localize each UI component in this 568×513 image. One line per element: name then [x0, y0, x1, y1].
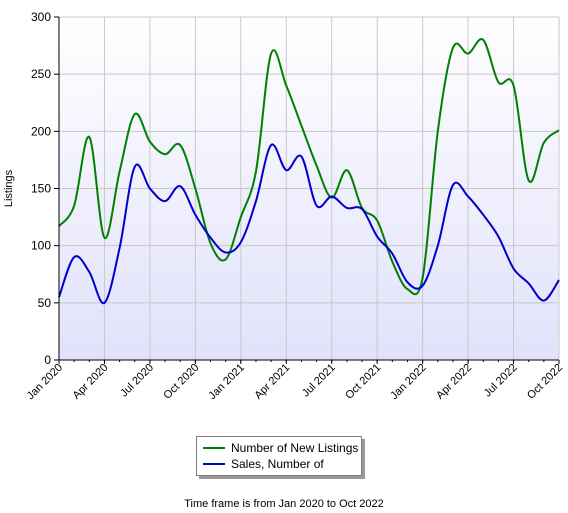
x-tick-label: Apr 2021 — [252, 362, 292, 402]
x-tick-label: Jul 2022 — [482, 362, 520, 400]
x-tick-label: Jul 2021 — [300, 362, 338, 400]
x-tick-label: Oct 2020 — [161, 362, 201, 402]
y-tick-label: 150 — [31, 182, 51, 196]
y-tick-label: 50 — [38, 296, 52, 310]
legend-swatch-sales — [203, 463, 225, 465]
x-tick-label: Jan 2021 — [206, 362, 246, 402]
x-tick-label: Apr 2022 — [434, 362, 474, 402]
y-tick-label: 200 — [31, 124, 51, 138]
x-tick-label: Oct 2022 — [525, 362, 565, 402]
time-frame-note: Time frame is from Jan 2020 to Oct 2022 — [184, 498, 384, 510]
legend-label: Sales, Number of — [231, 457, 324, 471]
x-tick-label: Jul 2020 — [118, 362, 156, 400]
y-tick-label: 250 — [31, 67, 51, 81]
legend-swatch-new-listings — [203, 447, 225, 449]
legend-item-new-listings: Number of New Listings — [203, 440, 358, 456]
x-tick-label: Jan 2020 — [25, 362, 65, 402]
y-tick-label: 100 — [31, 239, 51, 253]
legend-item-sales: Sales, Number of — [203, 456, 324, 472]
series-line-new-listings — [58, 38, 560, 296]
series-line-sales — [58, 143, 560, 304]
x-tick-label: Oct 2021 — [343, 362, 383, 402]
y-tick-label: 300 — [31, 10, 51, 24]
legend: Number of New Listings Sales, Number of — [196, 436, 362, 476]
x-tick-label: Apr 2020 — [71, 362, 111, 402]
y-tick-label: 0 — [44, 353, 51, 367]
legend-label: Number of New Listings — [231, 441, 359, 455]
y-axis-label: Listings — [3, 169, 15, 207]
x-tick-label: Jan 2022 — [388, 362, 428, 402]
